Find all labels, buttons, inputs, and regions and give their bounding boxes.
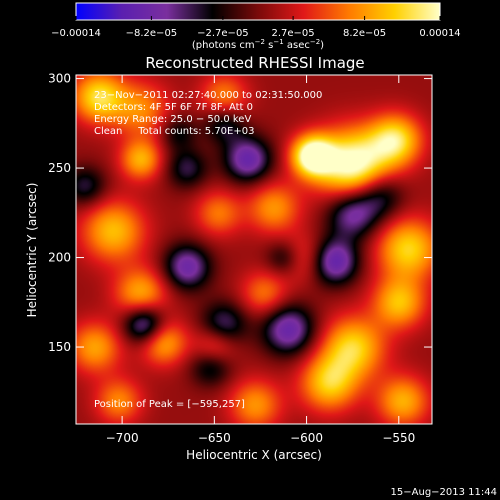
annotation-energy-range: Energy Range: 25.0 − 50.0 keV bbox=[94, 114, 251, 125]
observation-info: 23−Nov−2011 02:27:40.000 to 02:31:50.000… bbox=[94, 90, 322, 137]
chart-title: Reconstructed RHESSI Image bbox=[145, 54, 364, 72]
generation-timestamp: 15−Aug−2013 11:44 bbox=[391, 487, 497, 498]
heatmap-canvas bbox=[76, 75, 432, 424]
y-tick-label: 250 bbox=[48, 161, 71, 175]
plot-frame bbox=[75, 74, 433, 425]
colorbar-tick-label: −0.00014 bbox=[51, 28, 101, 39]
colorbar-tick-label: 2.7e−05 bbox=[272, 28, 315, 39]
y-axis-label: Heliocentric Y (arcsec) bbox=[25, 183, 39, 318]
colorbar-unit: (photons cm−2 s−1 asec−2) bbox=[192, 38, 324, 51]
colorbar-ticks: −0.00014 −8.2e−05 −2.7e−05 2.7e−05 8.2e−05 0.… bbox=[51, 16, 461, 39]
colorbar-tick-label: 8.2e−05 bbox=[343, 28, 386, 39]
annotation-counts: Clean Total counts: 5.70E+03 bbox=[94, 126, 254, 137]
annotation-time-range: 23−Nov−2011 02:27:40.000 to 02:31:50.000 bbox=[94, 90, 322, 101]
colorbar-unit-part: ) bbox=[320, 40, 324, 51]
y-tick-label: 200 bbox=[48, 251, 71, 265]
colorbar-tick-label: −2.7e−05 bbox=[197, 28, 249, 39]
x-tick-label: −600 bbox=[290, 431, 323, 445]
colorbar-tick-label: 0.00014 bbox=[419, 28, 460, 39]
x-tick-label: −550 bbox=[382, 431, 415, 445]
x-axis-label: Heliocentric X (arcsec) bbox=[186, 448, 322, 462]
colorbar: −0.00014 −8.2e−05 −2.7e−05 2.7e−05 8.2e−05 0.… bbox=[51, 2, 461, 51]
x-tick-label: −700 bbox=[106, 431, 139, 445]
colorbar-unit-part: s bbox=[265, 40, 273, 51]
annotation-detectors: Detectors: 4F 5F 6F 7F 8F, Att 0 bbox=[94, 102, 253, 113]
colorbar-unit-part: (photons cm bbox=[192, 40, 255, 51]
colorbar-unit-part: asec bbox=[284, 40, 310, 51]
y-tick-label: 300 bbox=[48, 72, 71, 86]
colorbar-tick-label: −8.2e−05 bbox=[126, 28, 178, 39]
colorbar-unit-exponent: −2 bbox=[255, 38, 265, 46]
plot-image-container bbox=[76, 75, 432, 424]
colorbar-unit-exponent: −2 bbox=[310, 38, 320, 46]
colorbar-unit-exponent: −1 bbox=[273, 38, 283, 46]
peak-position-label: Position of Peak = [−595,257] bbox=[94, 399, 245, 410]
axis-ticks: −700 −650 −600 −550 150 200 250 300 bbox=[48, 72, 432, 445]
x-tick-label: −650 bbox=[198, 431, 231, 445]
colorbar-gradient bbox=[75, 2, 441, 21]
y-tick-label: 150 bbox=[48, 340, 71, 354]
